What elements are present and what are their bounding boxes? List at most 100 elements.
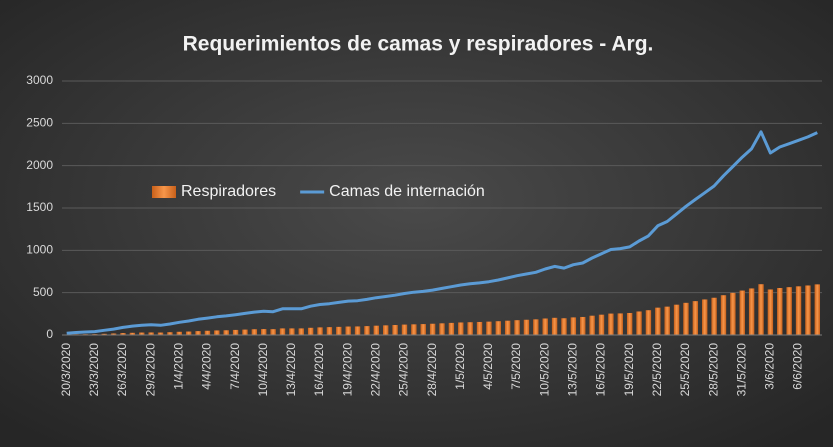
x-tick-label: 20/3/2020 (59, 343, 73, 397)
x-tick-label: 22/4/2020 (368, 343, 382, 397)
x-tick-label: 3/6/2020 (763, 343, 777, 390)
bar (626, 312, 633, 335)
bar (307, 327, 314, 335)
bar (495, 321, 501, 335)
bar (561, 318, 567, 335)
bar (139, 332, 145, 335)
bar (448, 322, 455, 335)
bar (711, 297, 717, 335)
bar (777, 288, 783, 335)
bar (383, 325, 389, 335)
bar (814, 284, 821, 335)
bar (101, 333, 107, 335)
bar (580, 316, 586, 335)
x-tick-label: 10/5/2020 (537, 343, 551, 397)
bar (617, 313, 623, 335)
x-tick-label: 16/5/2020 (594, 343, 608, 397)
y-tick-label: 1500 (26, 200, 53, 214)
bar (467, 322, 473, 335)
bar (251, 329, 258, 335)
x-tick-label: 4/4/2020 (200, 343, 214, 390)
x-tick-label: 31/5/2020 (734, 343, 748, 397)
x-tick-label: 6/6/2020 (791, 343, 805, 390)
bar (692, 301, 699, 335)
bar (204, 330, 211, 335)
x-tick-label: 13/4/2020 (284, 343, 298, 397)
chart-title: Requerimientos de camas y respiradores -… (183, 33, 654, 56)
bar (439, 323, 445, 335)
x-tick-label: 7/5/2020 (509, 343, 523, 390)
bar (598, 314, 605, 335)
y-tick-label: 500 (33, 285, 53, 299)
bar (110, 333, 117, 335)
bar (317, 327, 323, 335)
bar (429, 323, 436, 335)
y-tick-label: 0 (46, 327, 53, 341)
x-tick-label: 10/4/2020 (256, 343, 270, 397)
bar (195, 331, 201, 335)
bar (298, 328, 304, 335)
x-tick-label: 26/3/2020 (115, 343, 129, 397)
x-tick-label: 28/4/2020 (425, 343, 439, 397)
bar (336, 326, 342, 335)
legend-swatch (152, 186, 176, 198)
bar (420, 324, 426, 335)
bar (589, 315, 595, 335)
bar (411, 324, 417, 335)
bar (232, 329, 239, 335)
x-tick-label: 28/5/2020 (706, 343, 720, 397)
bar (270, 329, 276, 335)
bar (129, 332, 136, 335)
bar (739, 290, 745, 335)
bar (214, 330, 220, 335)
bar (533, 319, 539, 335)
y-tick-label: 1000 (26, 243, 53, 257)
bar (702, 299, 708, 335)
bar (120, 333, 126, 335)
x-tick-label: 25/4/2020 (397, 343, 411, 397)
bar (392, 325, 398, 335)
bar (730, 292, 736, 335)
bar (185, 331, 192, 335)
x-tick-label: 25/5/2020 (678, 343, 692, 397)
bar (279, 328, 286, 335)
legend-label: Respiradores (181, 183, 276, 200)
bar (748, 288, 755, 335)
bar (570, 317, 577, 335)
y-tick-label: 2500 (26, 116, 53, 130)
x-tick-label: 23/3/2020 (87, 343, 101, 397)
x-tick-label: 19/5/2020 (622, 343, 636, 397)
bar (242, 329, 248, 335)
bar (758, 284, 764, 335)
line (66, 130, 818, 335)
y-tick-label: 2000 (26, 158, 53, 172)
bar (458, 322, 464, 335)
x-tick-label: 4/5/2020 (481, 343, 495, 390)
bar (364, 326, 370, 335)
bar (354, 326, 361, 335)
bar (636, 311, 642, 335)
bar (655, 307, 661, 335)
bar (157, 332, 164, 335)
bar (551, 317, 558, 335)
bar (176, 331, 182, 335)
bar (608, 313, 614, 335)
bar (167, 332, 173, 335)
bar (795, 286, 802, 335)
bar (767, 289, 774, 335)
x-tick-label: 13/5/2020 (566, 343, 580, 397)
y-tick-label: 3000 (26, 73, 53, 87)
bar (542, 318, 548, 335)
bar (261, 329, 267, 335)
bar (720, 295, 727, 335)
bar (805, 285, 811, 335)
bar (373, 325, 380, 335)
x-tick-label: 29/3/2020 (143, 343, 157, 397)
bar (504, 320, 511, 335)
x-tick-label: 22/5/2020 (650, 343, 664, 397)
legend-label: Camas de internación (329, 183, 485, 200)
bar (401, 324, 408, 335)
